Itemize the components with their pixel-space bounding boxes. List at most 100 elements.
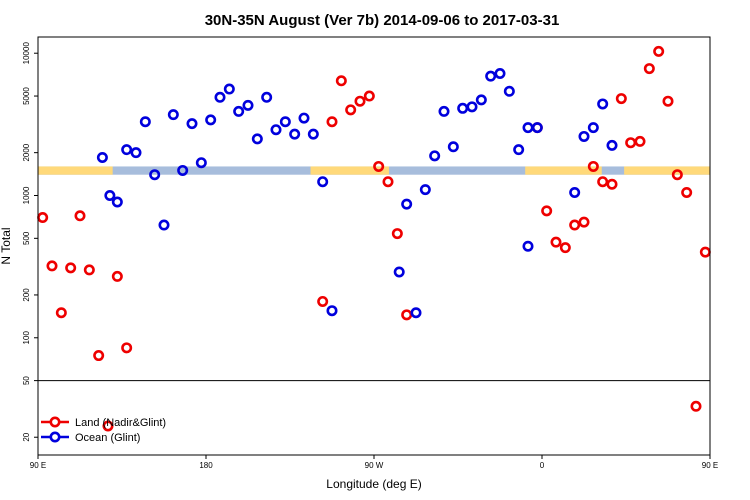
plot-frame: [37, 36, 711, 456]
land-point: [55, 307, 67, 319]
ocean-point: [597, 98, 609, 110]
land-point: [606, 178, 618, 190]
land-point: [373, 160, 385, 172]
y-tick-label: 2000: [22, 143, 31, 161]
y-tick-label: 500: [22, 231, 31, 245]
y-tick-label: 1000: [22, 186, 31, 204]
land-point: [597, 176, 609, 188]
land-point: [363, 90, 375, 102]
ocean-point: [289, 128, 301, 140]
land-point: [625, 137, 637, 149]
land-point: [317, 295, 329, 307]
ocean-point: [149, 169, 161, 181]
x-tick-label: 90 E: [702, 461, 718, 470]
ocean-point: [307, 128, 319, 140]
ocean-point: [466, 101, 478, 113]
land-point: [83, 264, 95, 276]
ocean-point: [438, 105, 450, 117]
ocean-point: [410, 307, 422, 319]
land-point: [65, 262, 77, 274]
land-point: [559, 242, 571, 254]
ocean-point: [279, 116, 291, 128]
ocean-point: [393, 266, 405, 278]
ocean-point: [195, 157, 207, 169]
ocean-point: [457, 102, 469, 114]
ocean-point: [111, 196, 123, 208]
x-tick-label: 90 E: [30, 461, 46, 470]
ocean-point: [326, 305, 338, 317]
ocean-point: [606, 139, 618, 151]
land-point: [662, 95, 674, 107]
ocean-point: [298, 112, 310, 124]
ocean-point: [494, 68, 506, 80]
y-tick-label: 50: [22, 376, 31, 385]
ocean-point: [513, 144, 525, 156]
ocean-point: [531, 122, 543, 134]
ocean-point: [522, 122, 534, 134]
ocean-point: [223, 83, 235, 95]
ocean-point: [578, 130, 590, 142]
ocean-point: [270, 124, 282, 136]
ocean-point: [429, 150, 441, 162]
land-point: [391, 228, 403, 240]
ocean-point: [139, 116, 151, 128]
legend-label-ocean: Ocean (Glint): [75, 432, 140, 444]
land-band-segment: [310, 166, 389, 175]
ocean-point: [242, 99, 254, 111]
ocean-point: [177, 164, 189, 176]
ocean-point: [96, 151, 108, 163]
y-tick-label: 5000: [22, 87, 31, 105]
legend: Land (Nadir&Glint) Ocean (Glint): [41, 416, 166, 444]
ocean-point: [205, 114, 217, 126]
x-axis-label: Longitude (deg E): [326, 477, 421, 491]
land-point: [550, 236, 562, 248]
y-tick-label: 200: [22, 288, 31, 302]
ocean-point: [214, 91, 226, 103]
land-point: [46, 260, 58, 272]
points-layer: [37, 45, 711, 432]
land-point: [653, 45, 665, 57]
ocean-point: [317, 176, 329, 188]
land-point: [326, 116, 338, 128]
x-tick-label: 0: [540, 461, 545, 470]
land-band-segment: [624, 166, 710, 175]
land-point: [699, 246, 711, 258]
land-point: [345, 104, 357, 116]
land-band-segment: [525, 166, 602, 175]
ocean-point: [475, 94, 487, 106]
land-point: [37, 212, 49, 224]
ocean-point: [447, 141, 459, 153]
land-point: [93, 350, 105, 362]
x-tick-label: 90 W: [365, 461, 384, 470]
chart-title: 30N-35N August (Ver 7b) 2014-09-06 to 20…: [205, 12, 560, 29]
land-point: [690, 400, 702, 412]
ocean-point: [233, 105, 245, 117]
legend-label-land: Land (Nadir&Glint): [75, 417, 166, 429]
land-point: [382, 176, 394, 188]
land-point: [615, 93, 627, 105]
ocean-point: [104, 189, 116, 201]
land-point: [681, 186, 693, 198]
ocean-point: [121, 144, 133, 156]
ocean-point: [158, 219, 170, 231]
land-point: [671, 169, 683, 181]
land-point: [541, 205, 553, 217]
land-point: [121, 342, 133, 354]
ocean-point: [522, 240, 534, 252]
legend-marker-ocean: [49, 431, 61, 443]
ocean-point: [130, 147, 142, 159]
land-band-segment: [38, 166, 113, 175]
land-point: [335, 75, 347, 87]
land-ocean-mask-band: [38, 166, 710, 175]
y-axis-ticks: 20 50 100 200 500 1000 2000 5000 10000: [22, 42, 38, 442]
legend-marker-land: [49, 416, 61, 428]
x-axis-ticks: 90 E 180 90 W 0 90 E: [30, 455, 718, 470]
ocean-point: [261, 91, 273, 103]
ocean-point: [401, 198, 413, 210]
land-point: [74, 210, 86, 222]
land-point: [111, 270, 123, 282]
x-tick-label: 180: [199, 461, 213, 470]
ocean-point: [485, 70, 497, 82]
land-point: [354, 95, 366, 107]
